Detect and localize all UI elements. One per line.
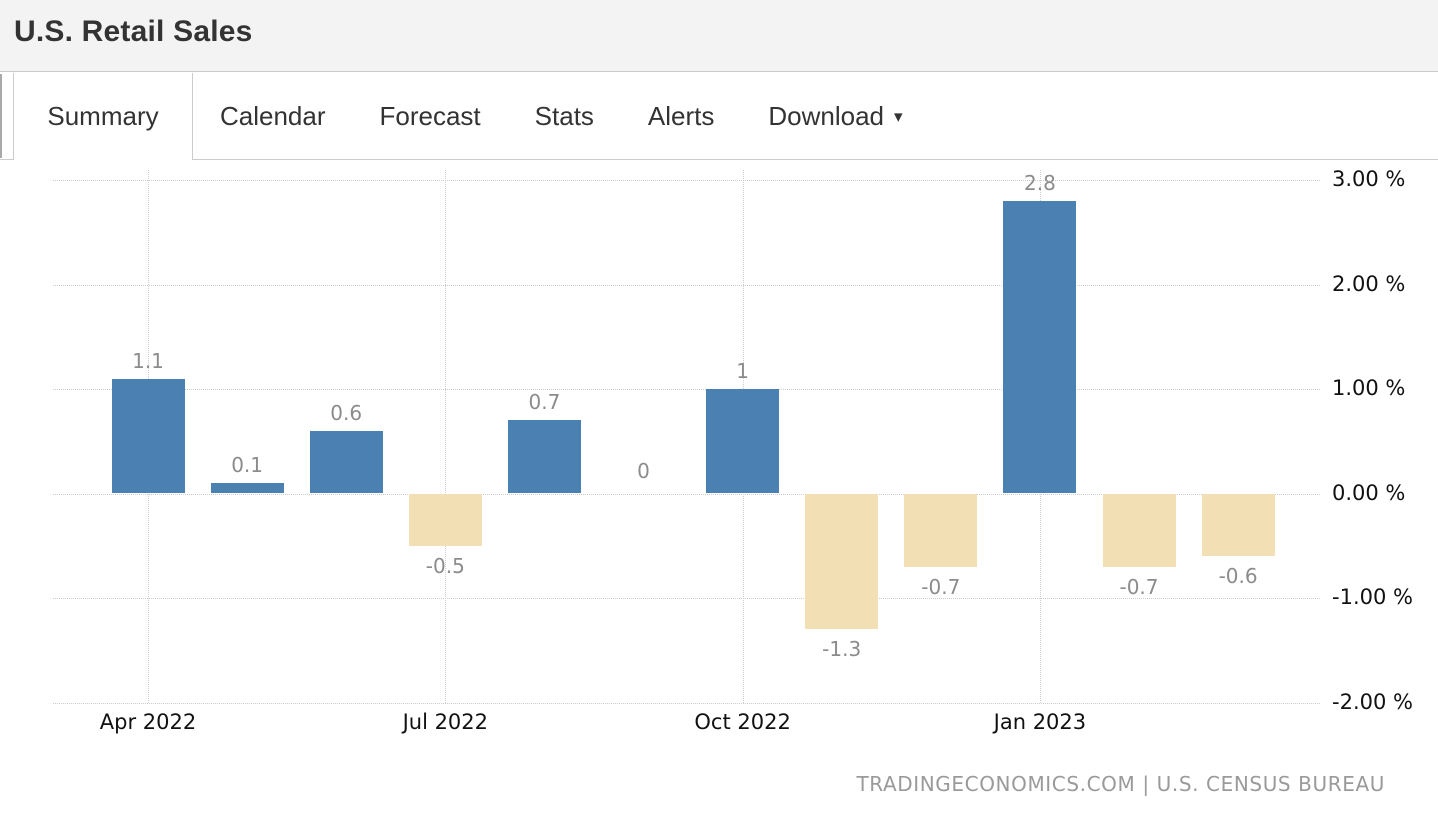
h-gridline	[53, 284, 1320, 286]
bar-value-label: 2.8	[1023, 170, 1056, 195]
y-axis-tick-label: 3.00 %	[1332, 167, 1406, 191]
tab-alerts[interactable]: Alerts	[621, 73, 741, 159]
y-axis-tick-label: -1.00 %	[1332, 585, 1413, 609]
tab-label: Alerts	[647, 100, 715, 131]
tab-stats[interactable]: Stats	[508, 73, 621, 159]
bar-dec-2022[interactable]	[904, 493, 978, 567]
page-title: U.S. Retail Sales	[14, 15, 253, 48]
y-axis-tick-label: -2.00 %	[1332, 689, 1413, 714]
h-gridline	[53, 389, 1320, 390]
bar-value-label: 1	[736, 359, 749, 383]
cropped-left-edge	[0, 74, 2, 158]
tab-label: Forecast	[379, 100, 481, 131]
bar-jan-2023[interactable]	[1003, 200, 1077, 493]
bar-value-label: 0.1	[231, 453, 263, 478]
bar-value-label: -0.5	[425, 553, 465, 578]
x-axis-tick-label: Oct 2022	[694, 710, 791, 734]
retail-sales-bar-chart: 1.1 0.1 0.6 -0.5 0.7 0 1 -1.3 -0.7 2.8 -0.7 -0.6 3.…	[0, 160, 1438, 814]
bar-value-label: -1.3	[822, 637, 862, 662]
h-gridline	[53, 180, 1320, 181]
tab-label: Calendar	[220, 100, 326, 131]
h-gridline	[53, 702, 1320, 704]
y-axis-tick-label: 2.00 %	[1332, 271, 1406, 296]
bar-jun-2022[interactable]	[309, 430, 383, 493]
bar-value-label: -0.7	[1119, 574, 1159, 599]
bar-value-label: 0.6	[330, 400, 363, 425]
y-axis-tick-label: 1.00 %	[1332, 376, 1406, 400]
x-axis-tick-label: Jul 2022	[402, 710, 489, 734]
h-gridline	[53, 493, 1320, 495]
tab-label: Summary	[47, 101, 159, 131]
tab-calendar[interactable]: Calendar	[193, 73, 353, 159]
tab-label: Stats	[534, 100, 594, 131]
y-axis-tick-label: 0.00 %	[1332, 480, 1406, 505]
bar-value-label: -0.6	[1218, 564, 1258, 589]
x-axis-tick-label: Apr 2022	[99, 710, 197, 734]
tab-summary[interactable]: Summary	[13, 73, 193, 160]
bar-value-label: 1.1	[132, 348, 164, 373]
tab-bar: Summary Calendar Forecast Stats Alerts Downlo…	[0, 73, 1438, 160]
tab-download[interactable]: Download ▾	[741, 73, 929, 159]
tab-label: Download	[768, 100, 885, 131]
bar-aug-2022[interactable]	[507, 420, 581, 493]
bar-apr-2022[interactable]	[111, 378, 185, 493]
tab-forecast[interactable]: Forecast	[353, 73, 508, 159]
h-gridline	[53, 598, 1320, 599]
bar-value-label: 0	[637, 458, 650, 483]
bar-oct-2022[interactable]	[706, 389, 780, 493]
bar-jul-2022[interactable]	[408, 493, 482, 546]
x-axis-tick-label: Jan 2023	[993, 710, 1087, 734]
v-gridline	[445, 170, 447, 703]
bar-feb-2023[interactable]	[1102, 493, 1176, 567]
bar-nov-2022[interactable]	[805, 493, 879, 630]
bar-value-label: -0.7	[921, 574, 961, 599]
bar-may-2022[interactable]	[210, 483, 284, 493]
bar-value-label: 0.7	[528, 390, 561, 415]
caret-down-icon: ▾	[894, 107, 903, 126]
page-header: U.S. Retail Sales	[0, 0, 1438, 72]
attribution-text: TRADINGECONOMICS.COM | U.S. CENSUS BUREA…	[856, 772, 1385, 796]
bar-mar-2023[interactable]	[1201, 493, 1275, 557]
